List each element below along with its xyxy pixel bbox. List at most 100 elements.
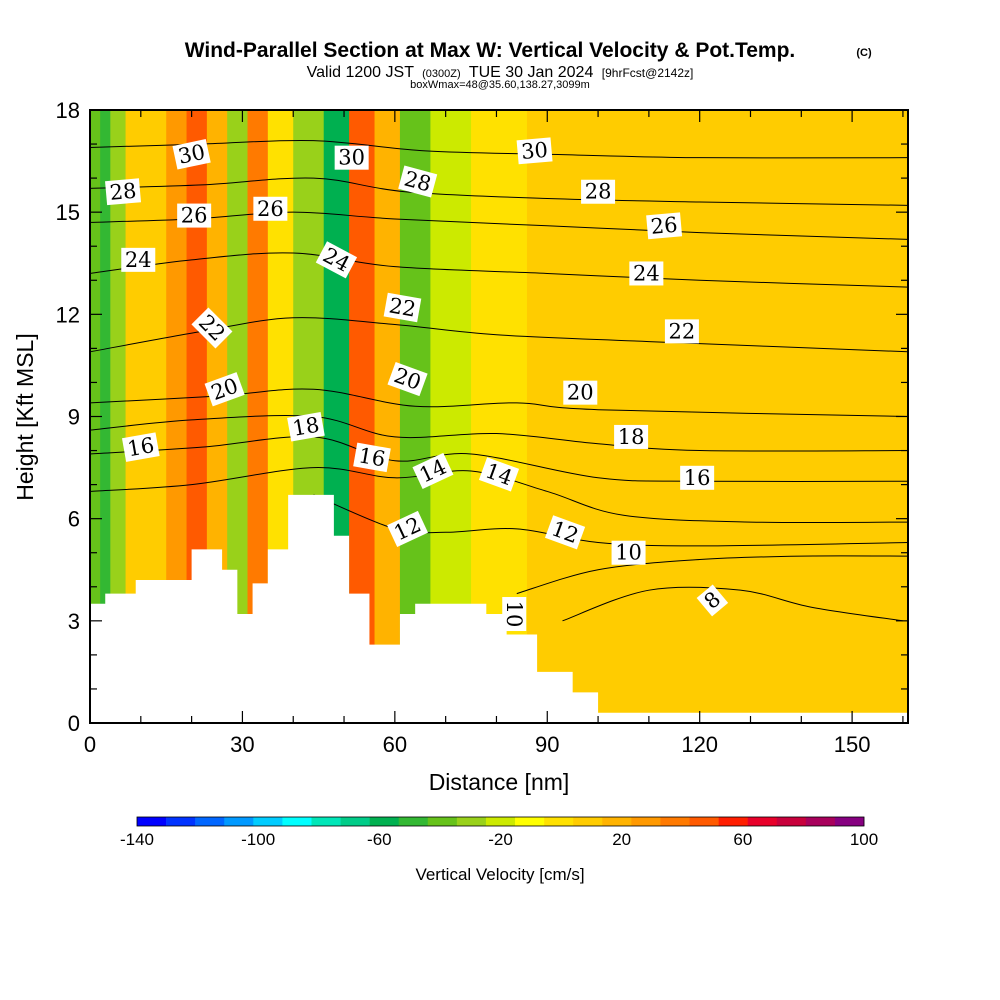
velocity-band-1: [100, 110, 111, 723]
colorbar-tick-60: 60: [733, 830, 752, 849]
y-axis-label: Height [Kft MSL]: [12, 333, 38, 500]
colorbar-swatch-5: [282, 817, 312, 826]
contour-label-22: 16: [680, 465, 715, 490]
colorbar-swatch-16: [602, 817, 632, 826]
contour-label-box: [680, 465, 715, 490]
contour-label-1: 30: [334, 145, 369, 170]
contour-label-text: 26: [257, 197, 284, 221]
contour-label-box: [516, 137, 553, 165]
valid-time-line: Valid 1200 JST (0300Z) TUE 30 Jan 2024 […: [307, 64, 694, 81]
colorbar-swatch-23: [805, 817, 836, 826]
contour-label-box: [664, 319, 699, 344]
contour-label-28: 10: [502, 597, 527, 632]
contour-label-5: 28: [581, 179, 616, 204]
contour-label-text: 26: [181, 204, 208, 228]
colorbar-swatch-21: [747, 817, 778, 826]
colorbar-swatch-12: [485, 817, 516, 826]
velocity-band-4: [166, 110, 188, 723]
contour-label-text: 20: [567, 381, 594, 405]
contour-label-21: 16: [353, 442, 391, 473]
contour-label-text: 28: [585, 180, 612, 204]
contour-label-text: 16: [126, 433, 156, 461]
x-tick-label-30: 30: [230, 732, 254, 757]
contour-label-8: 26: [646, 212, 683, 240]
contour-label-box: [121, 247, 156, 272]
contour-label-13: 22: [383, 292, 422, 323]
contour-label-box: [563, 380, 598, 405]
contour-label-box: [287, 411, 325, 442]
contour-label-4: 28: [398, 165, 438, 198]
contour-label-text: 22: [387, 293, 417, 321]
colorbar-tick--100: -100: [241, 830, 275, 849]
contour-label-box: [398, 165, 438, 198]
colorbar-tick--140: -140: [120, 830, 154, 849]
contour-label-2: 30: [516, 137, 553, 165]
contour-label-text: 22: [669, 319, 696, 343]
colorbar-ticks: -140 -100 -60 -20 20 60 100: [120, 830, 878, 849]
y-tick-label-12: 12: [56, 302, 80, 327]
colorbar-swatch-19: [689, 817, 719, 826]
box-wmax-info: boxWmax=48@35.60,138.27,3099m: [410, 79, 590, 91]
colorbar-swatch-2: [195, 817, 225, 826]
contour-label-box: [172, 138, 211, 170]
contour-label-text: 18: [291, 413, 321, 441]
colorbar-swatch-3: [224, 817, 254, 826]
contour-label-17: 20: [563, 380, 598, 405]
x-tick-label-60: 60: [383, 732, 407, 757]
y-tick-label-6: 6: [68, 507, 80, 532]
contour-label-box: [629, 261, 664, 286]
contour-label-text: 24: [125, 248, 152, 272]
contour-label-box: [334, 145, 369, 170]
contour-label-box: [105, 178, 142, 206]
colorbar-swatch-8: [369, 817, 400, 826]
x-tick-label-90: 90: [535, 732, 559, 757]
x-tick-label-120: 120: [681, 732, 718, 757]
y-tick-label-15: 15: [56, 200, 80, 225]
forecast-info: [9hrFcst@2142z]: [602, 66, 694, 80]
theta-contour-14: [90, 467, 908, 524]
contour-label-20: 16: [121, 432, 160, 462]
colorbar-tick--20: -20: [488, 830, 513, 849]
colorbar-swatch-15: [573, 817, 603, 826]
valid-utc: (0300Z): [422, 68, 461, 80]
y-tick-label-9: 9: [68, 405, 80, 430]
contour-label-19: 18: [614, 424, 649, 449]
y-tick-label-3: 3: [68, 609, 80, 634]
colorbar-swatch-18: [660, 817, 690, 826]
y-axis: 0 3 6 9 12 15 18: [56, 98, 908, 736]
colorbar-swatch-24: [834, 817, 865, 826]
contour-label-box: [191, 307, 233, 349]
contour-label-text: 16: [684, 466, 711, 490]
contour-label-27: 10: [611, 540, 646, 565]
colorbar: [136, 816, 865, 827]
colorbar-swatch-0: [137, 817, 167, 826]
colorbar-swatch-6: [311, 817, 341, 826]
contour-label-7: 26: [253, 196, 288, 221]
y-tick-label-0: 0: [68, 711, 80, 736]
terrain-mask: [90, 494, 908, 723]
colorbar-swatch-4: [253, 817, 283, 826]
theta-contour-24: [90, 252, 908, 288]
colorbar-frame: [136, 816, 865, 827]
velocity-band-17: [526, 110, 908, 723]
contour-label-text: 26: [650, 213, 679, 239]
x-axis-label: Distance [nm]: [429, 769, 570, 795]
contour-label-text: 10: [502, 601, 526, 628]
contour-label-box: [544, 515, 586, 550]
contour-label-18: 18: [287, 411, 325, 442]
contour-label-box: [315, 241, 358, 279]
contour-label-box: [614, 424, 649, 449]
contour-label-text: 10: [615, 541, 642, 565]
colorbar-swatch-1: [166, 817, 196, 826]
theta-contour-10: [516, 555, 908, 595]
colorbar-swatch-17: [631, 817, 661, 826]
contour-label-box: [204, 372, 245, 407]
theta-contour-28: [90, 177, 908, 206]
colorbar-label: Vertical Velocity [cm/s]: [415, 865, 584, 884]
contour-label-box: [502, 597, 527, 632]
contour-label-box: [478, 457, 520, 492]
y-tick-label-18: 18: [56, 98, 80, 123]
contour-label-9: 24: [121, 247, 156, 272]
x-tick-label-0: 0: [84, 732, 96, 757]
